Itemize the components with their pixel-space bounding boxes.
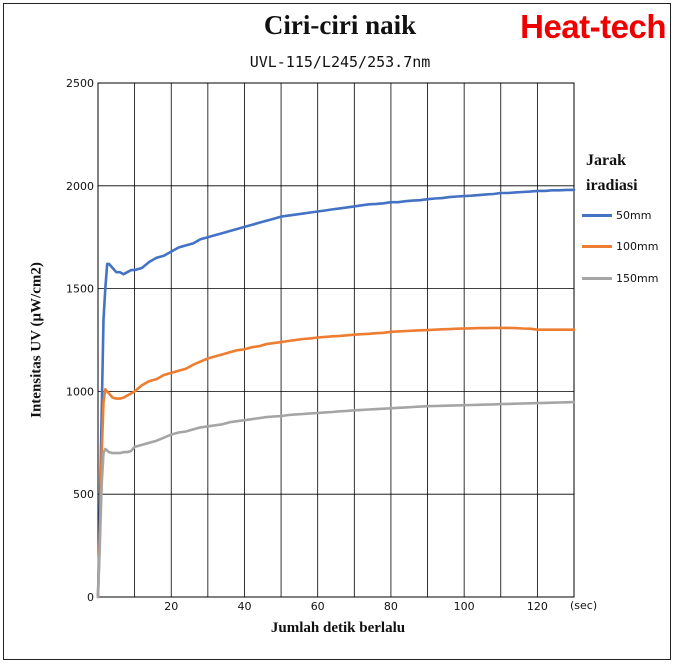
legend-label-100mm: 100mm xyxy=(616,239,659,253)
heat-tech-logo: Heat-tech xyxy=(520,8,666,45)
series-line-150mm xyxy=(96,400,576,599)
legend-label-150mm: 150mm xyxy=(616,271,659,285)
y-tick-label: 2000 xyxy=(66,180,94,193)
x-axis-label: Jumlah detik berlalu xyxy=(270,620,406,636)
chart-frame xyxy=(3,3,671,660)
legend-swatch-100mm xyxy=(582,244,612,248)
y-tick-label: 0 xyxy=(87,591,94,604)
x-tick-label: 40 xyxy=(237,600,251,613)
x-tick-label: 60 xyxy=(311,600,325,613)
plot-border xyxy=(97,82,575,598)
x-tick-label: 100 xyxy=(454,600,475,613)
legend-title-line-2: iradiasi xyxy=(586,177,638,194)
chart-title: Ciri-ciri naik xyxy=(263,10,417,40)
series-line-100mm xyxy=(96,326,576,599)
legend-swatch-150mm xyxy=(582,276,612,280)
y-tick-label: 500 xyxy=(73,488,94,501)
x-tick-label: 120 xyxy=(527,600,548,613)
y-axis-label: Intensitas UV (μW/cm2) xyxy=(28,262,45,418)
y-tick-label: 1500 xyxy=(66,283,94,296)
x-axis-unit: (sec) xyxy=(570,599,598,612)
legend-entry-100mm: 100mm xyxy=(582,239,658,253)
legend-title: Jarak iradiasi xyxy=(586,148,638,198)
legend-label-50mm: 50mm xyxy=(616,208,652,222)
x-tick-label: 80 xyxy=(384,600,398,613)
legend-title-line-1: Jarak xyxy=(586,152,626,169)
legend-swatch-50mm xyxy=(582,213,612,217)
y-tick-label: 1000 xyxy=(66,385,94,398)
legend-entry-150mm: 150mm xyxy=(582,271,658,285)
y-tick-label: 2500 xyxy=(66,77,94,90)
plot-area xyxy=(98,83,574,597)
chart-subtitle: UVL-115/L245/253.7nm xyxy=(249,53,431,71)
legend-entry-50mm: 50mm xyxy=(582,208,651,222)
x-tick-label: 20 xyxy=(164,600,178,613)
series-line-50mm xyxy=(96,188,576,599)
